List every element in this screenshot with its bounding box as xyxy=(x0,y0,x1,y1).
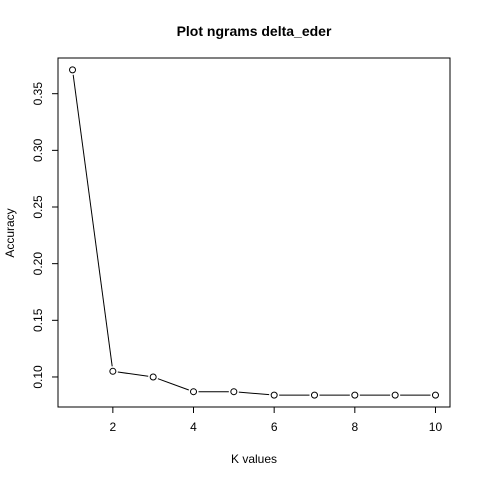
y-tick-label: 0.15 xyxy=(31,308,45,332)
y-axis-label: Accuracy xyxy=(3,208,17,257)
data-point xyxy=(270,391,278,399)
y-tick-label: 0.30 xyxy=(31,138,45,162)
data-point xyxy=(431,391,439,399)
series-layer xyxy=(69,66,439,399)
x-axis-label: K values xyxy=(231,452,277,466)
x-tick-label: 2 xyxy=(110,420,117,434)
data-point xyxy=(351,391,359,399)
data-point xyxy=(230,388,238,396)
x-tick-label: 4 xyxy=(190,420,197,434)
y-tick-label: 0.10 xyxy=(31,365,45,389)
data-point xyxy=(149,373,157,381)
x-tick-label: 10 xyxy=(429,420,443,434)
series-line-segment xyxy=(117,371,149,377)
y-tick-label: 0.25 xyxy=(31,195,45,219)
x-axis: 2 4 6 8 10 xyxy=(110,406,443,434)
x-tick-label: 6 xyxy=(271,420,278,434)
data-point xyxy=(310,391,318,399)
y-tick-label: 0.35 xyxy=(31,82,45,106)
y-axis: 0.10 0.15 0.20 0.25 0.30 0.35 xyxy=(31,82,59,389)
y-tick-label: 0.20 xyxy=(31,252,45,276)
data-point xyxy=(109,367,117,375)
data-point xyxy=(190,388,198,396)
x-tick-label: 8 xyxy=(351,420,358,434)
series-line-segment xyxy=(238,391,270,396)
series-line-segment xyxy=(72,74,113,367)
chart-title: Plot ngrams delta_eder xyxy=(177,23,332,39)
data-point xyxy=(391,391,399,399)
series-line-segment xyxy=(157,378,189,391)
data-point xyxy=(69,66,77,74)
